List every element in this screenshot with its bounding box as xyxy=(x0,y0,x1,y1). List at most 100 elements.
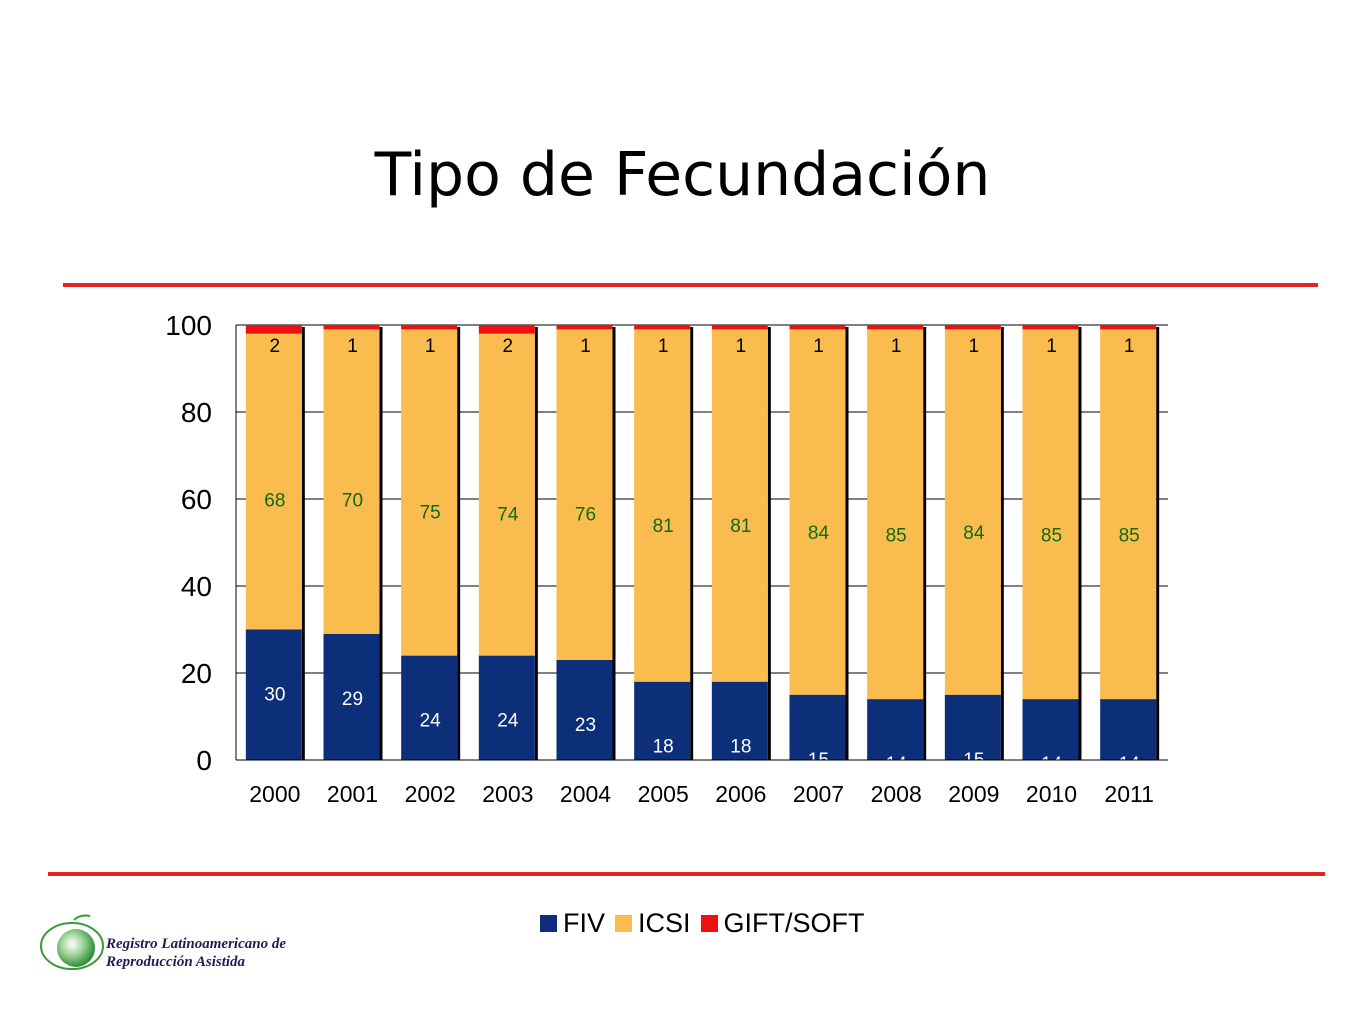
bar-shadow xyxy=(767,327,771,760)
gridlines xyxy=(236,324,1168,674)
legend-item: GIFT/SOFT xyxy=(700,907,865,939)
data-label-icsi: 70 xyxy=(342,491,363,512)
bar-gift-soft xyxy=(944,325,1001,330)
axes: 0 20 40 60 80 100 2000 2001 2002 2003 2004 2005 2006… xyxy=(165,310,1168,807)
bar-fiv xyxy=(1022,699,1079,760)
data-label-fiv: 18 xyxy=(730,737,751,758)
bar-icsi xyxy=(556,329,613,660)
bar-shadow xyxy=(923,327,927,760)
bar-shadow xyxy=(1078,327,1082,760)
bar-fiv xyxy=(556,659,613,760)
data-label-icsi: 85 xyxy=(886,525,907,546)
bar-gift-soft xyxy=(1100,325,1157,330)
bar-shadow xyxy=(612,327,616,760)
legend-item: FIV xyxy=(540,908,605,939)
y-tick-label: 100 xyxy=(165,310,212,341)
data-label-gift-soft: 1 xyxy=(347,336,358,357)
bar-shadow xyxy=(690,327,694,760)
data-label-icsi: 76 xyxy=(575,505,596,526)
bar-gift-soft xyxy=(401,325,458,330)
x-tick-label: 2011 xyxy=(1104,781,1153,807)
data-label-icsi: 81 xyxy=(730,516,751,537)
bar-gift-soft xyxy=(556,325,613,330)
bar-fiv xyxy=(944,694,1001,760)
bar-gift-soft xyxy=(245,325,302,334)
x-tick-label: 2003 xyxy=(482,781,533,807)
bar-gift-soft xyxy=(789,325,846,330)
x-tick-label: 2010 xyxy=(1026,781,1077,807)
logo-text-line1: Registro Latinoamericano de xyxy=(105,936,286,952)
data-label-icsi: 84 xyxy=(808,523,830,544)
data-label-gift-soft: 1 xyxy=(813,336,824,357)
data-label-fiv: 24 xyxy=(497,711,519,732)
bar-icsi xyxy=(711,329,768,682)
bar-fiv xyxy=(867,699,924,760)
bar-icsi xyxy=(245,333,302,630)
data-label-gift-soft: 1 xyxy=(891,336,902,357)
x-tick-label: 2009 xyxy=(948,781,999,807)
bar-fiv xyxy=(1100,699,1157,760)
data-label-gift-soft: 1 xyxy=(425,336,436,357)
y-tick-label: 0 xyxy=(196,745,212,776)
bar-icsi xyxy=(323,329,380,634)
x-tick-label: 2001 xyxy=(327,781,378,807)
bar-fiv xyxy=(323,633,380,760)
bar-shadow xyxy=(845,327,849,760)
data-label-icsi: 85 xyxy=(1041,525,1062,546)
data-label-gift-soft: 1 xyxy=(1046,336,1057,357)
data-label-fiv: 14 xyxy=(886,754,908,775)
data-label-gift-soft: 1 xyxy=(658,336,669,357)
bars: 3068229701247512474223761188111881115841… xyxy=(245,325,1160,775)
x-tick-label: 2008 xyxy=(871,781,922,807)
legend-label: ICSI xyxy=(638,907,691,938)
legend-swatch xyxy=(540,914,557,932)
data-label-fiv: 24 xyxy=(420,711,442,732)
legend-label: GIFT/SOFT xyxy=(723,907,865,938)
legend-swatch xyxy=(700,914,718,932)
data-label-fiv: 23 xyxy=(575,715,596,736)
y-tick-label: 80 xyxy=(181,397,212,428)
x-tick-label: 2006 xyxy=(715,781,766,807)
bar-shadow xyxy=(301,327,305,760)
data-label-fiv: 30 xyxy=(264,685,285,706)
bar-fiv xyxy=(245,629,302,760)
stacked-bar-chart: 3068229701247512474223761188111881115841… xyxy=(165,310,1168,807)
data-label-fiv: 14 xyxy=(1041,754,1063,775)
bottom-divider xyxy=(48,872,1325,876)
top-divider xyxy=(63,283,1318,287)
data-label-gift-soft: 1 xyxy=(969,336,980,357)
x-tick-label: 2007 xyxy=(793,781,844,807)
data-label-icsi: 74 xyxy=(497,504,519,525)
bar-icsi xyxy=(1022,329,1079,700)
bar-gift-soft xyxy=(711,325,768,330)
data-label-icsi: 75 xyxy=(420,502,441,523)
bar-shadow xyxy=(1156,327,1160,760)
bar-gift-soft xyxy=(1022,325,1079,330)
bar-icsi xyxy=(401,329,458,656)
registry-logo: Registro Latinoamericano de Reproducción… xyxy=(40,914,286,970)
bar-shadow xyxy=(534,327,538,760)
legend: FIV ICSI GIFT/SOFT xyxy=(540,905,875,941)
data-label-gift-soft: 2 xyxy=(503,336,514,357)
data-label-icsi: 81 xyxy=(653,516,674,537)
bar-shadow xyxy=(1000,327,1004,760)
bar-fiv xyxy=(401,655,458,760)
bar-fiv xyxy=(789,694,846,760)
bar-gift-soft xyxy=(323,325,380,330)
legend-swatch xyxy=(615,914,633,932)
data-label-fiv: 18 xyxy=(653,737,674,758)
legend-label: FIV xyxy=(563,907,606,938)
bar-icsi xyxy=(478,333,535,656)
data-label-gift-soft: 1 xyxy=(736,336,747,357)
x-tick-label: 2004 xyxy=(560,781,611,807)
legend-item: ICSI xyxy=(615,908,691,939)
bar-icsi xyxy=(944,329,1001,695)
x-tick-label: 2005 xyxy=(638,781,689,807)
bar-fiv xyxy=(711,681,768,760)
x-tick-label: 2000 xyxy=(249,781,300,807)
data-label-gift-soft: 1 xyxy=(580,336,591,357)
data-label-gift-soft: 1 xyxy=(1124,336,1135,357)
y-tick-label: 20 xyxy=(181,658,212,689)
bar-icsi xyxy=(789,329,846,695)
logo-text-line2: Reproducción Asistida xyxy=(105,954,246,970)
